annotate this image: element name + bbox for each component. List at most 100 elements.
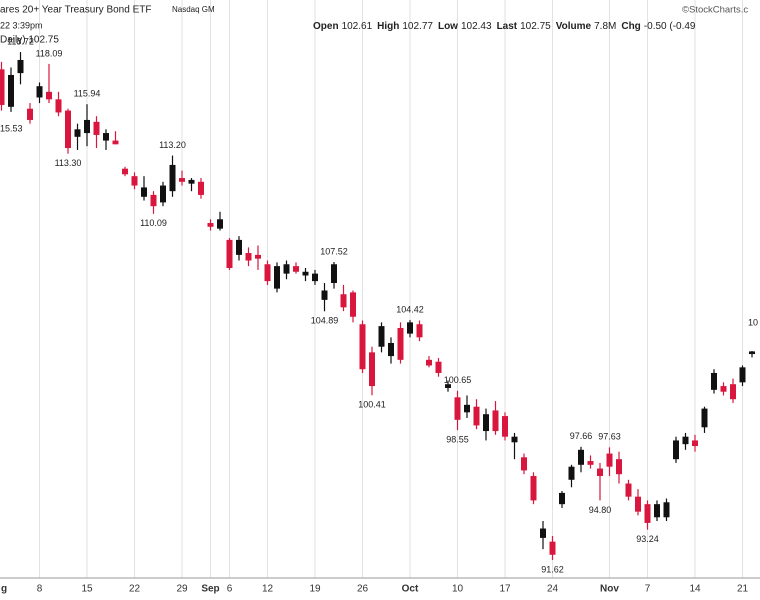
candle-body: [540, 528, 546, 538]
exchange: Nasdaq GM: [172, 5, 215, 14]
x-tick-label: 22: [129, 584, 141, 595]
x-tick-label: 15: [81, 584, 93, 595]
candle-body: [160, 185, 166, 203]
timestamp: 22 3:39pm: [0, 20, 43, 30]
x-tick-label: g: [1, 584, 7, 595]
candle-body: [84, 119, 90, 134]
candle-body: [331, 264, 337, 284]
x-tick-label: 21: [737, 584, 749, 595]
candle-body: [549, 541, 556, 555]
candle-body: [464, 404, 470, 413]
candle-body: [720, 386, 727, 392]
field-label: Chg: [621, 21, 640, 32]
candle-body: [578, 449, 584, 465]
candle-body: [606, 453, 613, 467]
field-value: 102.77: [402, 21, 433, 32]
field-value: 102.43: [461, 21, 492, 32]
x-tick-label: 8: [37, 584, 43, 595]
low-label: 100.41: [358, 400, 386, 410]
candle-body: [749, 351, 755, 355]
candle-body: [511, 436, 518, 443]
header: ares 20+ Year Treasury Bond ETF Nasdaq G…: [0, 5, 748, 46]
candle-body: [255, 254, 261, 259]
annotation: 15.53: [0, 123, 23, 133]
candle-body: [179, 178, 185, 182]
grid: g 8 15 22 29 Sep 6 12 19 26 Oct 10 17 24 Nov 7 14 21: [1, 0, 749, 595]
low-label: 113.30: [55, 158, 82, 168]
candles: [0, 52, 755, 561]
low-label: 93.24: [636, 534, 659, 544]
candle-body: [321, 290, 328, 300]
candle-body: [74, 129, 81, 137]
field-label: Low: [438, 21, 458, 32]
candle-body: [198, 181, 204, 195]
candle-body: [597, 468, 603, 477]
x-tick-label: 6: [227, 584, 233, 595]
field-value: 7.8M: [594, 21, 616, 32]
candle-body: [8, 74, 14, 107]
candle-body: [407, 322, 413, 334]
candle-body: [654, 504, 660, 518]
x-tick-label: 26: [357, 584, 369, 595]
high-label: 107.52: [320, 246, 348, 256]
candle-body: [150, 194, 157, 207]
candle-body: [682, 436, 689, 445]
subtitle: Daily) 102.75: [0, 35, 59, 46]
candle-body: [36, 86, 43, 98]
field-label: Last: [497, 21, 518, 32]
candle-body: [359, 324, 366, 370]
field-label: Volume: [556, 21, 592, 32]
field-value: 102.61: [342, 21, 373, 32]
annotation: 10: [748, 317, 758, 327]
candle-body: [663, 502, 670, 518]
candle-body: [141, 187, 147, 197]
candle-body: [378, 326, 385, 347]
candle-body: [46, 91, 52, 100]
candle-body: [587, 461, 594, 465]
candle-body: [521, 457, 527, 471]
x-tick-label: Oct: [402, 584, 419, 595]
candle-body: [65, 110, 71, 149]
x-tick-label: Nov: [600, 584, 619, 595]
candle-body: [55, 99, 62, 113]
candle-body: [226, 239, 233, 269]
candle-body: [445, 384, 451, 388]
candle-body: [559, 492, 565, 505]
field-value: 102.75: [520, 21, 551, 32]
candle-body: [245, 253, 252, 261]
candle-body: [492, 410, 499, 432]
candle-body: [673, 440, 679, 460]
candle-body: [217, 219, 223, 229]
high-label: 97.66: [570, 431, 593, 441]
x-tick-label: 19: [309, 584, 321, 595]
low-label: 110.09: [140, 218, 167, 228]
candle-body: [502, 416, 508, 437]
candle-body: [711, 372, 717, 390]
candle-body: [397, 327, 404, 360]
high-label: 113.20: [159, 140, 186, 150]
candle-body: [131, 176, 138, 186]
field-label: Open: [313, 21, 339, 32]
candle-body: [388, 342, 394, 357]
source: ©StockCharts.c: [682, 5, 748, 16]
candle-body: [635, 496, 641, 512]
candle-body: [293, 266, 299, 272]
candle-body: [0, 69, 5, 105]
candle-body: [103, 133, 109, 141]
candle-body: [283, 264, 290, 274]
candle-body: [112, 140, 119, 145]
candle-body: [93, 121, 100, 135]
candle-body: [369, 352, 375, 387]
candle-body: [739, 367, 746, 383]
high-label: 118.09: [36, 48, 63, 58]
field-label: High: [377, 21, 399, 32]
candle-body: [473, 406, 480, 426]
candle-body: [312, 273, 318, 282]
candle-body: [568, 466, 575, 480]
candle-body: [625, 483, 632, 497]
candle-body: [207, 223, 214, 227]
quote-fields: Open 102.61 High 102.77 Low 102.43 Last 102.75 V…: [313, 21, 696, 32]
